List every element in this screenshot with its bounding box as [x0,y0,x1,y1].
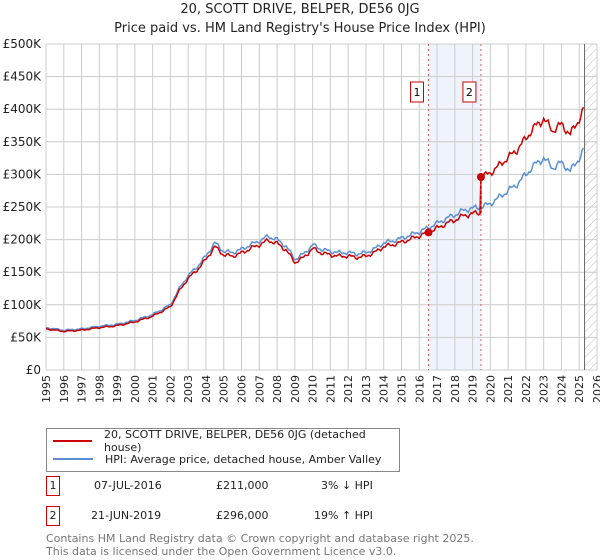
sale-row: 2 21-JUN-2019 £296,000 19% ↑ HPI [46,506,446,526]
x-tick-label: 2017 [431,375,444,403]
hpi-line [45,147,585,332]
x-tick-label: 2013 [360,375,373,403]
y-tick-label: £450K [3,70,43,84]
x-tick-label: 2011 [324,375,337,403]
sale-hpi: 3% ↓ HPI [321,479,373,492]
x-tick-label: 1995 [40,375,53,403]
sale-marker-box: 2 [46,506,60,526]
x-tick-label: 1996 [58,375,71,403]
legend-label-property: 20, SCOTT DRIVE, BELPER, DE56 0JG (detac… [103,428,366,454]
x-tick-label: 2023 [538,375,551,403]
x-tick-label: 2006 [236,375,249,403]
x-tick-label: 2008 [271,375,284,403]
price-chart: 1995 1996 1997 1998 1999 2000 2001 2002 2003 2004… [3,37,600,403]
legend-swatch-red [53,440,92,442]
x-tick-label: 2007 [253,375,266,403]
footer-line-2: This data is licensed under the Open Gov… [46,545,397,558]
x-tick-label: 2026 [591,375,600,403]
x-tick-label: 2018 [449,375,462,403]
x-tick-label: 2014 [378,375,391,403]
y-tick-label: £0 [26,363,41,377]
y-tick-label: £200K [3,233,43,247]
sale-price: £296,000 [216,509,269,522]
sale-date: 21-JUN-2019 [91,509,162,522]
chart-title: 20, SCOTT DRIVE, BELPER, DE56 0JG [180,2,420,17]
x-tick-label: 2012 [342,375,355,403]
y-tick-label: £250K [3,200,43,214]
chart-subtitle: Price paid vs. HM Land Registry's House … [114,21,486,36]
y-tick-label: £150K [3,265,43,279]
x-tick-label: 2009 [289,375,302,403]
legend-swatch-blue [53,458,93,460]
y-tick-label: £100K [3,298,43,312]
y-tick-label: £50K [10,330,42,344]
sale-marker-label: 2 [466,86,473,99]
sale-row: 1 07-JUL-2016 £211,000 3% ↓ HPI [46,476,446,496]
x-tick-label: 2022 [520,375,533,403]
x-tick-label: 2024 [555,375,568,403]
x-tick-label: 1999 [111,375,124,403]
x-tick-label: 2005 [218,375,231,403]
y-tick-label: £300K [3,167,43,181]
x-tick-label: 2000 [129,375,142,403]
x-tick-label: 1998 [93,375,106,403]
x-tick-label: 1997 [76,375,89,403]
sale-point [476,173,485,182]
y-tick-label: £350K [3,135,43,149]
sale-marker-box [410,81,425,103]
x-tick-label: 2001 [147,375,160,403]
sale-marker-label: 1 [414,86,421,99]
x-tick-label: 2015 [395,375,408,403]
legend-label-hpi: HPI: Average price, detached house, Ambe… [105,452,382,466]
sale-price: £211,000 [216,479,269,492]
sale-date: 07-JUL-2016 [94,479,162,492]
y-tick-label: £500K [3,37,43,51]
footer: Contains HM Land Registry data © Crown c… [46,532,474,558]
property-line [45,106,585,333]
x-tick-label: 2019 [467,375,480,403]
x-tick-label: 2003 [182,375,195,403]
x-tick-label: 2021 [502,375,515,403]
x-tick-label: 2020 [484,375,497,403]
x-tick-label: 2004 [200,375,213,403]
sale-hpi: 19% ↑ HPI [314,509,373,522]
x-tick-label: 2002 [164,375,177,403]
x-tick-label: 2010 [307,375,320,403]
sale-marker-box [462,81,477,103]
legend: 20, SCOTT DRIVE, BELPER, DE56 0JG (detac… [46,428,400,472]
footer-line-1: Contains HM Land Registry data © Crown c… [46,532,474,545]
sale-point [424,228,433,237]
x-tick-label: 2016 [413,375,426,403]
sale-marker-box: 1 [46,476,60,496]
y-tick-label: £400K [3,102,43,116]
x-tick-label: 2025 [573,375,586,403]
